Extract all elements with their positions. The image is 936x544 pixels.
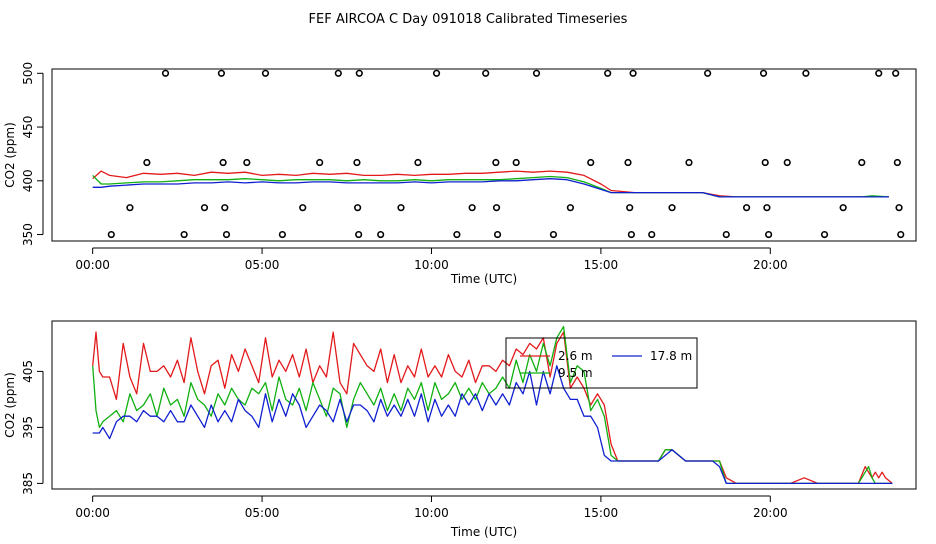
top-flag-marker	[126, 204, 134, 212]
top-panel: 00:00 05:00 10:00 15:00 20:00 350 400 450 500 Tim…	[3, 62, 917, 286]
top-flag-marker	[493, 230, 502, 239]
top-y-tick-label: 500	[21, 62, 35, 85]
top-plot-frame	[51, 68, 917, 242]
top-flag-marker	[532, 69, 541, 77]
top-flag-marker	[626, 204, 634, 212]
top-flag-marker	[414, 158, 422, 167]
bottom-x-tick-label: 15:00	[584, 506, 619, 520]
bottom-x-tick-label: 20:00	[753, 506, 788, 520]
bottom-series-17-8-mline	[92, 365, 893, 485]
top-flag-marker	[453, 230, 461, 239]
top-x-axis-label: Time (UTC)	[450, 272, 517, 286]
top-flag-marker	[704, 69, 712, 77]
top-flag-marker	[299, 204, 307, 212]
top-flag-marker	[355, 230, 363, 239]
top-flag-marker	[897, 230, 905, 239]
top-flag-marker	[377, 230, 385, 239]
top-series-9-5-mline	[92, 174, 889, 198]
top-y-axis-label: CO2 (ppm)	[3, 122, 17, 188]
top-flag-marker	[482, 69, 490, 77]
top-flag-marker	[820, 230, 829, 239]
top-flag-marker	[353, 158, 361, 167]
top-flag-marker	[765, 230, 773, 239]
top-flag-marker	[316, 158, 324, 167]
top-flag-marker	[278, 230, 287, 239]
top-flag-marker	[858, 158, 866, 167]
top-flag-marker	[180, 230, 188, 239]
top-flag-marker	[763, 204, 771, 212]
top-flag-marker	[604, 69, 612, 77]
legend-label-2-6-m: 2.6 m	[558, 349, 593, 363]
top-x-tick-label: 05:00	[245, 258, 280, 272]
top-y-tick-label: 350	[21, 223, 35, 246]
top-flag-marker	[243, 158, 251, 167]
top-flag-marker	[355, 69, 363, 77]
top-flag-marker	[893, 158, 901, 167]
legend-box	[505, 337, 698, 389]
bottom-x-tick-label: 00:00	[75, 506, 110, 520]
top-flag-marker	[875, 69, 883, 77]
top-flag-marker	[685, 158, 693, 167]
top-flag-marker	[221, 204, 229, 212]
chart-title: FEF AIRCOA C Day 091018 Calibrated Times…	[309, 12, 628, 27]
top-flag-marker	[222, 230, 231, 239]
top-flag-marker	[161, 69, 170, 77]
top-flag-marker	[432, 69, 441, 77]
legend-label-9-5-m: 9.5 m	[558, 366, 593, 380]
top-series-17-8-mline	[92, 178, 889, 198]
top-flag-marker	[512, 158, 520, 167]
top-flag-marker	[261, 69, 270, 77]
top-flag-marker	[200, 204, 209, 212]
top-flag-marker	[761, 158, 769, 167]
top-flag-marker	[549, 230, 558, 239]
top-flag-marker	[217, 69, 226, 77]
bottom-panel: 00:00 05:00 10:00 15:00 20:00 385 395 405 Time (…	[3, 320, 917, 539]
top-flag-marker	[629, 69, 637, 77]
top-flag-marker	[627, 230, 635, 239]
bottom-y-tick-label: 395	[21, 416, 35, 439]
top-flag-marker	[397, 204, 405, 212]
top-flag-marker	[354, 204, 362, 212]
top-flag-marker	[334, 69, 342, 77]
top-x-tick-label: 00:00	[75, 258, 110, 272]
top-flag-marker	[566, 204, 575, 212]
top-flag-marker	[219, 158, 227, 167]
top-x-tick-label: 20:00	[753, 258, 788, 272]
bottom-series-9-5-mline	[92, 325, 893, 485]
top-flag-marker	[648, 230, 656, 239]
top-y-tick-label: 450	[21, 116, 35, 139]
top-flag-marker	[802, 69, 810, 77]
top-flag-marker	[722, 230, 730, 239]
top-series-2-6-mline	[92, 170, 889, 198]
top-x-tick-label: 15:00	[584, 258, 619, 272]
top-flag-marker	[107, 230, 115, 239]
top-flag-marker	[587, 158, 595, 167]
bottom-x-tick-label: 05:00	[245, 506, 280, 520]
top-flag-marker	[759, 69, 768, 77]
top-flag-marker	[492, 204, 501, 212]
top-flag-marker	[742, 204, 751, 212]
bottom-x-tick-label: 10:00	[414, 506, 449, 520]
bottom-y-axis-label: CO2 (ppm)	[3, 372, 17, 438]
legend-label-17-8-m: 17.8 m	[650, 349, 692, 363]
bottom-plot-frame	[51, 320, 917, 490]
bottom-series-2-6-mline	[92, 331, 893, 485]
top-flag-marker	[492, 158, 500, 167]
top-flag-marker	[895, 204, 903, 212]
top-flag-marker	[468, 204, 476, 212]
bottom-y-tick-label: 385	[21, 472, 35, 495]
top-flag-marker	[143, 158, 151, 167]
top-flag-marker	[668, 204, 676, 212]
top-flag-marker	[892, 69, 900, 77]
bottom-y-tick-label: 405	[21, 360, 35, 383]
top-flag-marker	[783, 158, 791, 167]
top-x-tick-label: 10:00	[414, 258, 449, 272]
bottom-x-axis-label: Time (UTC)	[450, 525, 517, 539]
top-y-tick-label: 400	[21, 169, 35, 192]
top-flag-marker	[624, 158, 632, 167]
top-flag-marker	[839, 204, 847, 212]
